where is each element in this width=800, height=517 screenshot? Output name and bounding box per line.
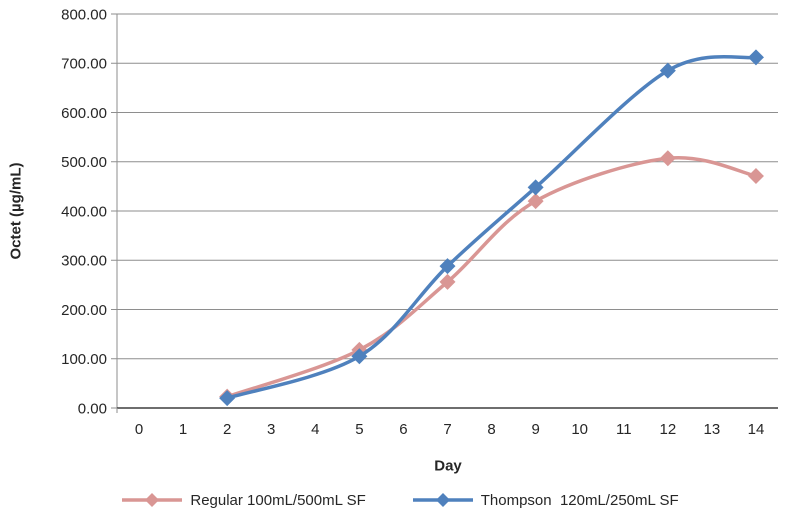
legend-label: Regular 100mL/500mL SF [190,491,366,509]
y-tick-label: 700.00 [61,56,107,73]
series-marker-0 [439,273,456,290]
x-tick-label: 13 [704,421,721,438]
x-tick-label: 3 [267,421,275,438]
series-line-0 [225,155,758,399]
legend: Regular 100mL/500mL SF Thompson 120mL/250… [0,486,800,514]
series-marker-1 [527,179,544,196]
series-marker-1 [747,49,764,66]
x-tick-label: 8 [487,421,495,438]
series-marker-1 [439,258,456,275]
y-tick-label: 400.00 [61,203,107,220]
x-tick-label: 5 [355,421,363,438]
x-tick-label: 7 [443,421,451,438]
series-marker-1 [219,390,236,407]
series-marker-1 [659,62,676,79]
plot-area: 0.00 100.00 200.00 300.00 400.00 500.00 600.00… [61,6,778,438]
x-tick-label: 0 [135,421,143,438]
y-axis-title: Octet (µg/mL) [7,162,25,260]
x-tick-label: 4 [311,421,319,438]
x-tick-label: 9 [531,421,539,438]
x-tick-label: 2 [223,421,231,438]
series-marker-0 [659,150,676,167]
legend-item: Thompson 120mL/250mL SF [412,492,679,509]
x-tick-label: 12 [659,421,676,438]
x-tick-label: 6 [399,421,407,438]
x-tick-label: 11 [616,421,632,438]
y-tick-label: 200.00 [61,302,107,319]
series-marker-0 [527,193,544,210]
series-marker-0 [747,168,764,185]
x-tick-label: 10 [571,421,588,438]
y-tick-label: 500.00 [61,154,107,171]
series-line-1 [225,54,758,400]
y-tick-label: 100.00 [61,351,107,368]
x-axis-title: Day [434,457,462,475]
x-tick-label: 14 [748,421,765,438]
x-tick-label: 1 [179,421,187,438]
legend-marker-icon [122,493,183,507]
y-tick-label: 0.00 [78,400,107,417]
y-tick-label: 300.00 [61,253,107,270]
y-tick-label: 800.00 [61,6,107,23]
series-marker-1 [351,348,368,365]
legend-item: Regular 100mL/500mL SF [121,491,366,509]
y-tick-label: 600.00 [61,105,107,122]
legend-marker-icon [412,493,473,507]
legend-label: Thompson 120mL/250mL SF [480,491,679,509]
